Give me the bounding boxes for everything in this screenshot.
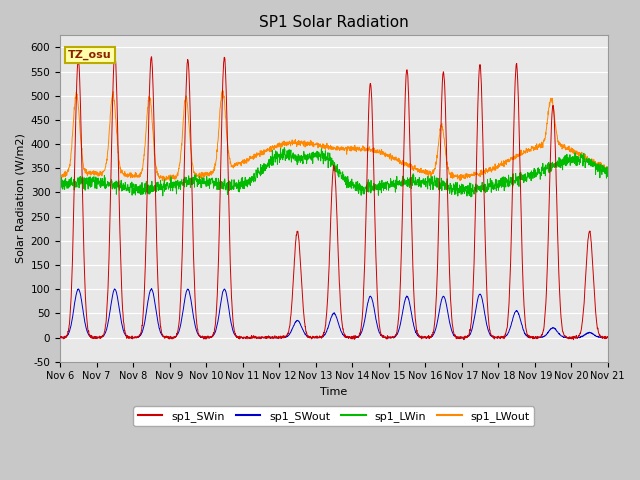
Text: TZ_osu: TZ_osu [68, 50, 112, 60]
Legend: sp1_SWin, sp1_SWout, sp1_LWin, sp1_LWout: sp1_SWin, sp1_SWout, sp1_LWin, sp1_LWout [133, 407, 534, 426]
Y-axis label: Solar Radiation (W/m2): Solar Radiation (W/m2) [15, 133, 25, 264]
X-axis label: Time: Time [320, 387, 348, 397]
Title: SP1 Solar Radiation: SP1 Solar Radiation [259, 15, 409, 30]
